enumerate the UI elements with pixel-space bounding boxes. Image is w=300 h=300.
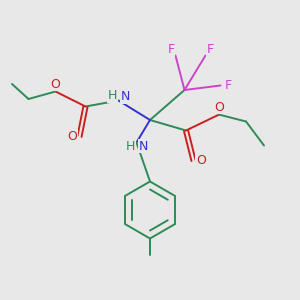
Text: O: O <box>214 100 224 114</box>
Text: H: H <box>126 140 135 153</box>
Text: F: F <box>206 43 214 56</box>
Text: O: O <box>67 130 77 143</box>
Text: H: H <box>108 89 117 103</box>
Text: O: O <box>51 77 60 91</box>
Text: F: F <box>224 79 232 92</box>
Text: N: N <box>138 140 148 153</box>
Text: N: N <box>120 90 130 104</box>
Text: O: O <box>196 154 206 167</box>
Text: F: F <box>167 43 175 56</box>
